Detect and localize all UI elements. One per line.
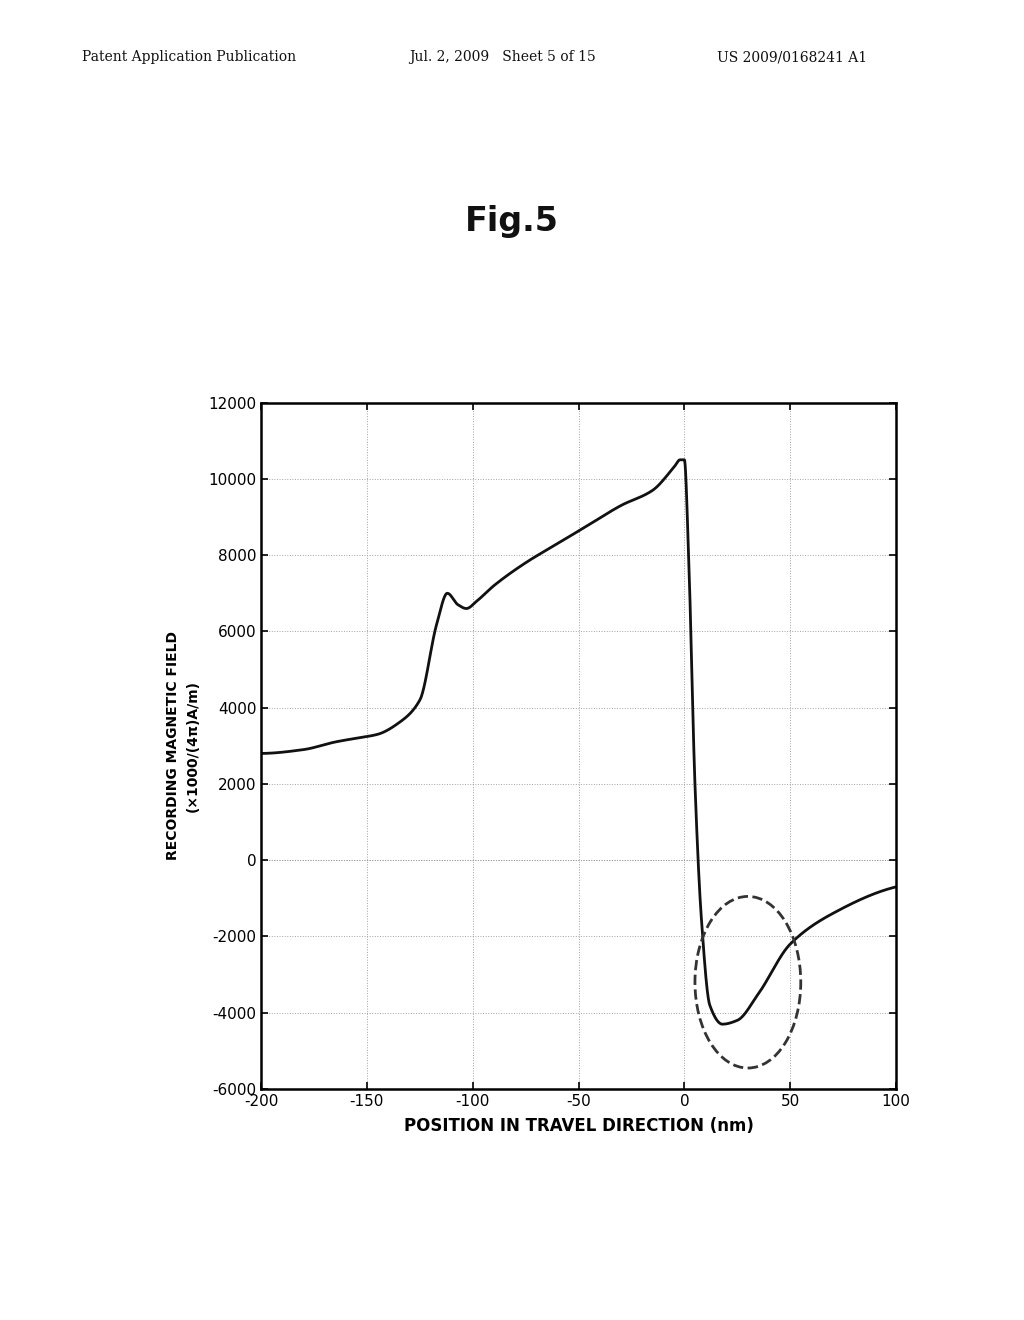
Text: Patent Application Publication: Patent Application Publication [82, 50, 296, 65]
Text: US 2009/0168241 A1: US 2009/0168241 A1 [717, 50, 867, 65]
Y-axis label: RECORDING MAGNETIC FIELD
(×1000/(4π)A/m): RECORDING MAGNETIC FIELD (×1000/(4π)A/m) [166, 631, 200, 861]
Text: Jul. 2, 2009   Sheet 5 of 15: Jul. 2, 2009 Sheet 5 of 15 [410, 50, 596, 65]
X-axis label: POSITION IN TRAVEL DIRECTION (nm): POSITION IN TRAVEL DIRECTION (nm) [403, 1117, 754, 1135]
Text: Fig.5: Fig.5 [465, 205, 559, 238]
